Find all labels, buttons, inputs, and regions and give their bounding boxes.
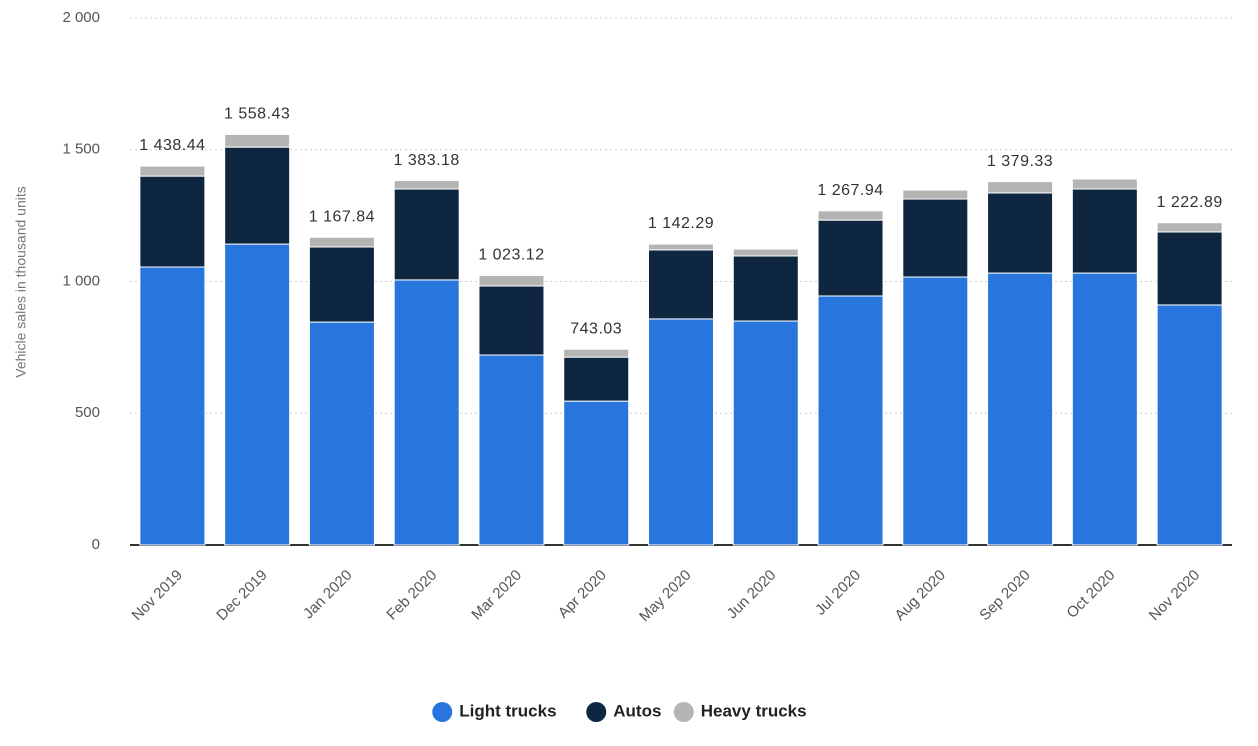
x-tick-label: Jan 2020: [300, 567, 356, 623]
x-tick-label: Jul 2020: [812, 567, 864, 619]
bar-segment: [648, 249, 714, 320]
bar-segment: [393, 279, 460, 546]
bar-segment: [139, 175, 206, 268]
bar-segment: [987, 181, 1054, 194]
y-tick-label: 0: [92, 536, 100, 553]
y-tick-label: 2 000: [62, 9, 100, 26]
x-tick-label: Dec 2019: [213, 567, 270, 624]
bar-segment: [987, 192, 1054, 274]
bar-segment: [308, 321, 375, 546]
bar-segment: [732, 248, 799, 257]
bar-segment: [817, 219, 884, 297]
total-label: 1 167.84: [309, 208, 375, 225]
x-tick-label: May 2020: [636, 567, 695, 626]
legend-marker: [432, 702, 453, 722]
bar-segment: [478, 285, 545, 356]
total-label: 1 267.94: [817, 182, 883, 199]
bar-segment: [563, 348, 630, 358]
bar-segment: [393, 188, 460, 281]
bar-segment: [563, 400, 630, 546]
legend-marker: [673, 702, 694, 722]
x-tick-label: Nov 2020: [1146, 567, 1203, 624]
bar-segment: [902, 189, 969, 200]
x-tick-label: Apr 2020: [555, 567, 610, 622]
x-tick-label: Oct 2020: [1063, 567, 1118, 622]
total-label: 1 558.43: [224, 106, 290, 123]
y-tick-label: 500: [75, 404, 100, 421]
bar-segment: [817, 210, 884, 221]
x-tick-label: Aug 2020: [892, 567, 949, 624]
total-label: 1 222.89: [1156, 194, 1222, 211]
bar-segment: [817, 295, 884, 546]
bar-segment: [902, 198, 969, 278]
bar-segment: [1071, 272, 1138, 546]
bar-segment: [478, 354, 545, 546]
bar-segment: [224, 133, 291, 148]
total-label: 1 023.12: [478, 247, 544, 264]
x-tick-label: Mar 2020: [468, 567, 525, 624]
bar-segment: [1071, 178, 1138, 190]
bar-segment: [139, 266, 206, 546]
bar-segment: [224, 243, 291, 546]
x-tick-label: Nov 2019: [129, 567, 186, 624]
legend-label: Heavy trucks: [701, 701, 807, 720]
bar-segment: [478, 274, 545, 287]
x-tick-label: Sep 2020: [976, 567, 1033, 624]
bar-segment: [563, 356, 630, 402]
total-label: 1 383.18: [394, 152, 460, 169]
bar-segment: [732, 255, 799, 322]
bar-segment: [1156, 231, 1223, 306]
bar-segment: [139, 165, 206, 177]
bar-segment: [1156, 304, 1223, 546]
total-label: 1 142.29: [648, 215, 714, 232]
legend-marker: [586, 702, 607, 722]
y-tick-label: 1 500: [62, 141, 100, 158]
y-axis-label: Vehicle sales in thousand units: [13, 186, 29, 377]
bar-segment: [308, 246, 375, 323]
bar-segment: [393, 180, 460, 190]
bar-segment: [308, 236, 375, 248]
y-tick-label: 1 000: [62, 272, 100, 289]
bar-segment: [902, 276, 969, 546]
legend-label: Light trucks: [459, 701, 556, 720]
legend-label: Autos: [613, 701, 661, 720]
bar-segment: [987, 272, 1054, 546]
bar-segment: [224, 146, 291, 245]
x-tick-label: Feb 2020: [383, 567, 440, 624]
bar-segment: [1156, 222, 1223, 233]
bar-segment: [648, 318, 714, 546]
x-tick-label: Jun 2020: [724, 567, 780, 623]
total-label: 743.03: [570, 320, 622, 337]
bar-segment: [732, 320, 799, 546]
total-label: 1 438.44: [139, 137, 205, 154]
bar-segment: [1071, 188, 1138, 274]
bar-segment: [648, 243, 714, 251]
total-label: 1 379.33: [987, 153, 1053, 170]
